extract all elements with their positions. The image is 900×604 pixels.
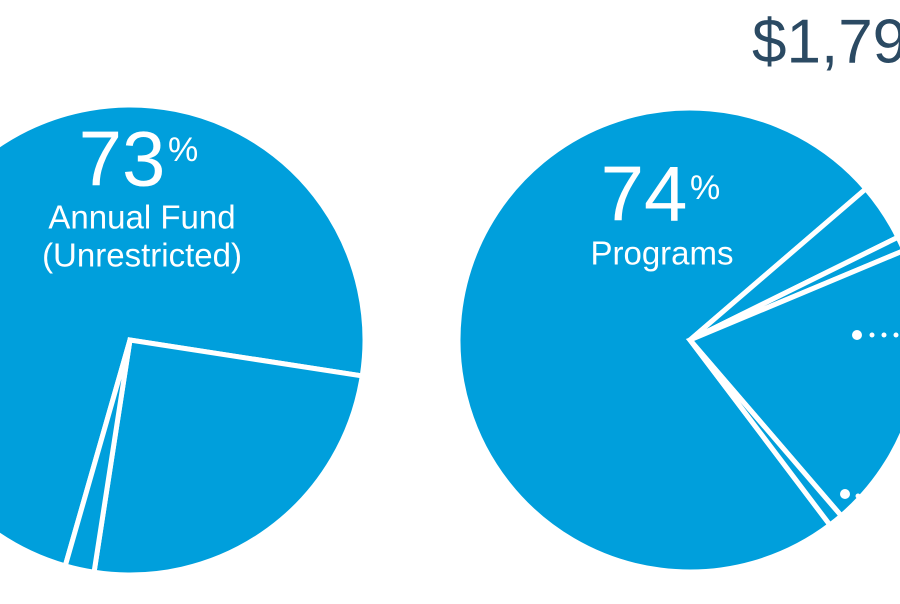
slice-label: Programs	[590, 235, 733, 272]
pie-slice	[685, 249, 900, 520]
ellipsis-icons	[840, 330, 899, 499]
slice-value-unit: %	[168, 131, 198, 169]
dot	[852, 330, 862, 340]
pie-slice	[91, 337, 366, 578]
pie-slice	[455, 105, 870, 575]
slice-value-label: 74	[601, 150, 688, 238]
pies: 73 % Annual Fund(Unrestricted) 74 % Programs	[0, 102, 900, 578]
pie-slice	[688, 338, 845, 529]
dot	[869, 332, 875, 338]
slice-label: (Unrestricted)	[42, 237, 242, 274]
slice-value-unit: %	[690, 169, 720, 207]
pie-slice	[62, 339, 133, 576]
dot	[840, 489, 850, 499]
slice-label: Annual Fund	[48, 199, 235, 236]
dot	[881, 332, 887, 338]
slice-value-label: 73	[79, 115, 166, 203]
dot	[855, 493, 861, 499]
dot	[893, 332, 899, 338]
pie-slice	[0, 102, 368, 569]
heading-amount: $1,79	[752, 7, 900, 76]
pie-slice	[688, 233, 900, 343]
